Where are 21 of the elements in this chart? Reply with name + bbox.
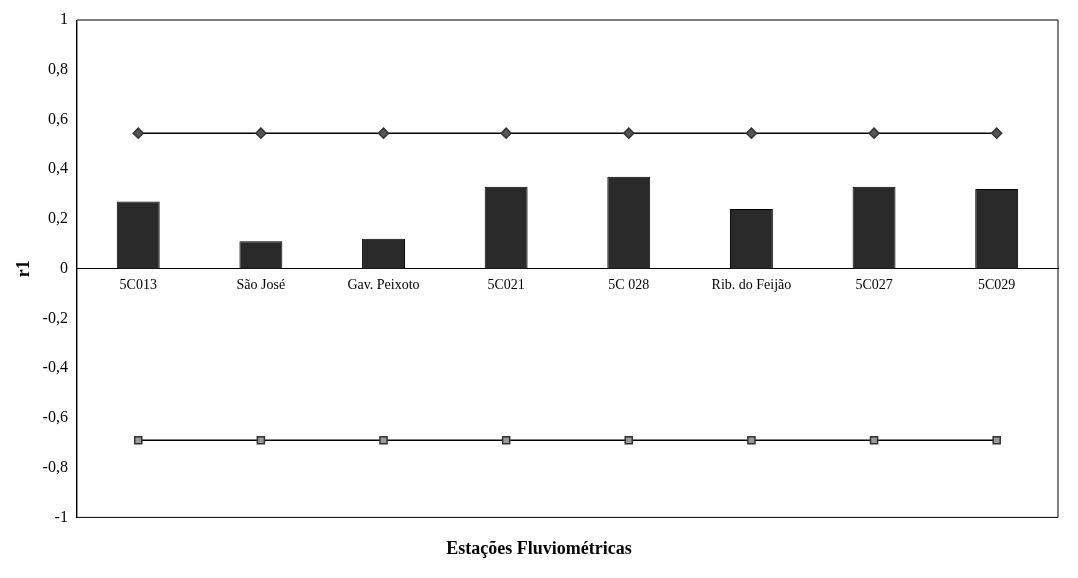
x-tick-label: Rib. do Feijão xyxy=(711,276,792,292)
y-tick-label: -0,4 xyxy=(42,358,68,376)
y-tick-label: 0,4 xyxy=(47,159,68,177)
x-axis-title: Estações Fluviométricas xyxy=(445,538,633,559)
x-tick-label: Gav. Peixoto xyxy=(347,276,420,292)
y-tick-label: -0,2 xyxy=(42,308,68,326)
y-tick-label: 0,6 xyxy=(47,109,68,127)
x-tick-label: 5C029 xyxy=(978,276,1016,292)
y-tick-label: 0,8 xyxy=(47,59,68,77)
x-tick-label: São José xyxy=(236,276,286,292)
y-tick-label: -0,6 xyxy=(42,408,68,426)
x-tick-label: 5C027 xyxy=(855,276,893,292)
y-tick-label: -1 xyxy=(54,507,68,525)
y-tick-label: 0 xyxy=(59,258,68,276)
y-tick-label: 0,2 xyxy=(47,209,68,227)
x-tick-label: 5C013 xyxy=(119,276,157,292)
y-tick-label: -0,8 xyxy=(42,457,68,475)
y-axis-title: r1 xyxy=(13,260,34,278)
x-tick-label: 5C021 xyxy=(487,276,525,292)
y-tick-label: 1 xyxy=(59,10,68,28)
x-tick-label: 5C 028 xyxy=(608,276,650,292)
